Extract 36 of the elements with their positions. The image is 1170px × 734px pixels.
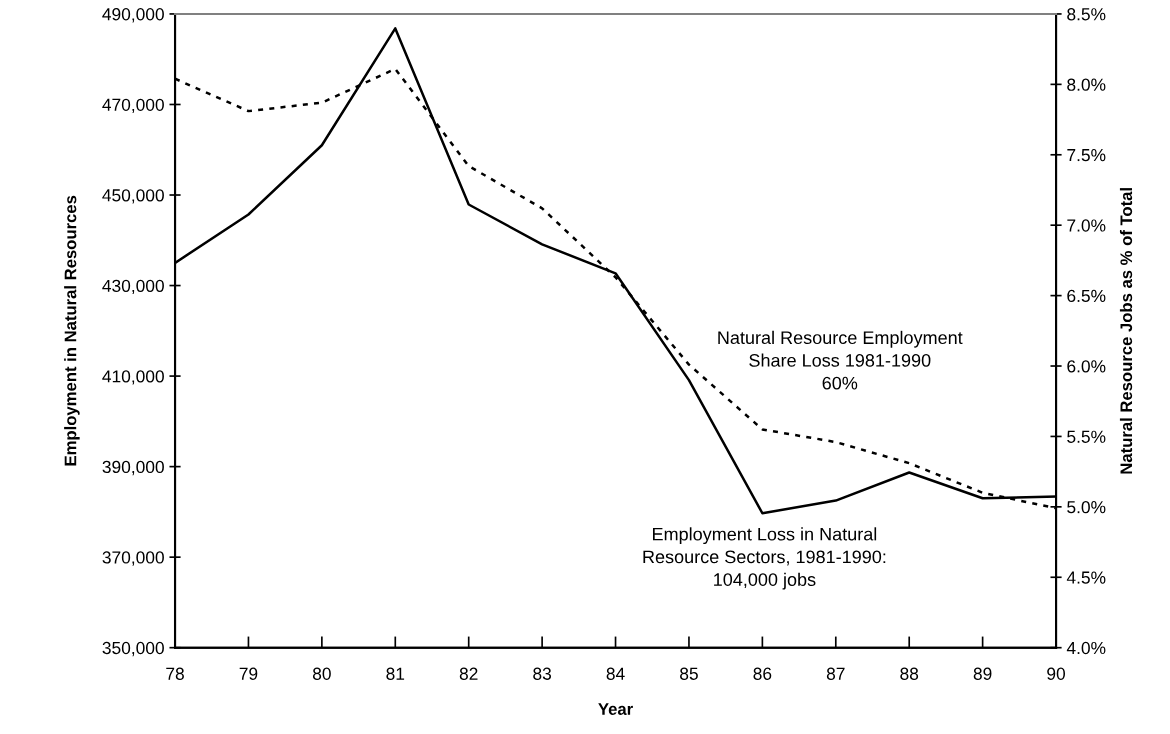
- x-axis-title: Year: [598, 703, 633, 715]
- x-tick-label: 85: [680, 667, 698, 680]
- y2-tick-label: 4.0%: [1066, 641, 1106, 655]
- x-tick-label: 86: [753, 667, 772, 680]
- y2-tick-label: 5.0%: [1067, 501, 1106, 514]
- y2-tick-label: 4.5%: [1066, 571, 1106, 584]
- y2-tick-label: 6.0%: [1067, 360, 1106, 373]
- y2-tick-label: 6.5%: [1067, 289, 1106, 303]
- x-tick-label: 83: [533, 667, 552, 680]
- y-tick-label: 410,000: [102, 370, 164, 385]
- x-tick-label: 82: [459, 667, 478, 680]
- x-tick-label: 80: [312, 667, 331, 680]
- x-tick-label: 79: [239, 667, 258, 680]
- y2-axis-title: Natural Resource Jobs as % of Total: [1119, 188, 1133, 474]
- y2-tick-label: 8.5%: [1067, 8, 1106, 21]
- y2-tick-label: 7.5%: [1067, 149, 1106, 162]
- annotation: Employment Loss in Natural Resource Sectors, 1981-1990: 104,000 jobs: [643, 527, 886, 590]
- x-tick-label: 84: [606, 667, 625, 680]
- y2-tick-label: 5.5%: [1067, 430, 1106, 443]
- y2-tick-label: 8.0%: [1067, 78, 1106, 91]
- y2-tick-label: 7.0%: [1067, 219, 1106, 232]
- y-tick-label: 350,000: [102, 641, 164, 657]
- x-tick-label: 89: [973, 667, 992, 680]
- x-tick-label: 90: [1047, 667, 1066, 680]
- y-tick-label: 370,000: [102, 551, 164, 566]
- annotation: Natural Resource Employment Share Loss 1981-1990 60%: [718, 330, 963, 390]
- y-tick-label: 390,000: [102, 460, 164, 476]
- x-tick-label: 78: [166, 667, 184, 680]
- x-tick-label: 81: [386, 667, 405, 680]
- y-tick-label: 490,000: [102, 8, 164, 23]
- x-tick-label: 87: [826, 667, 845, 680]
- y-tick-label: 470,000: [102, 98, 164, 113]
- y-tick-label: 430,000: [102, 279, 164, 295]
- y-tick-label: 450,000: [102, 189, 164, 204]
- y-axis-title: Employment in Natural Resources: [64, 195, 80, 466]
- x-tick-label: 88: [900, 667, 919, 680]
